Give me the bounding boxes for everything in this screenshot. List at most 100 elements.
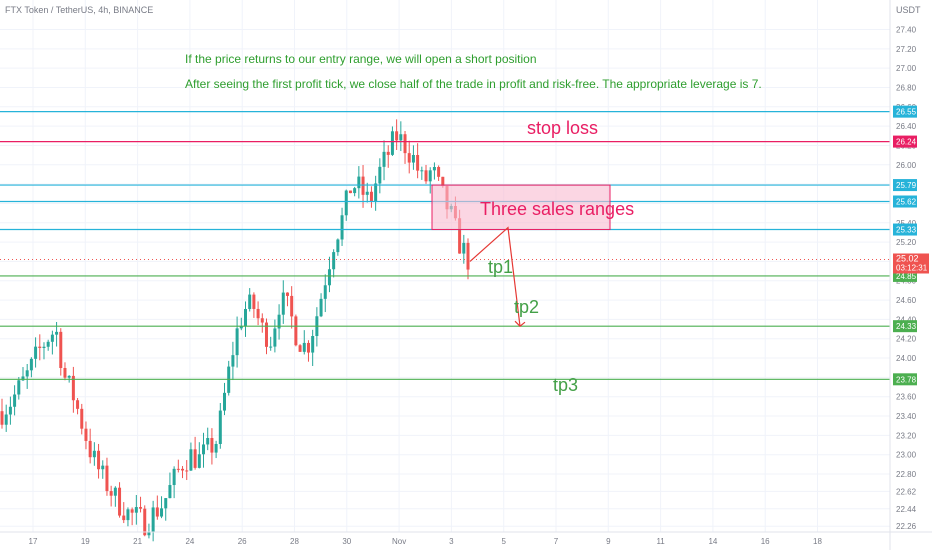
candle-body (197, 454, 201, 468)
candle-body (348, 190, 352, 194)
candle-body (109, 491, 113, 496)
candle-body (420, 170, 424, 172)
candle-body (118, 487, 122, 516)
candle-body (63, 367, 67, 378)
candle-body (231, 355, 235, 367)
candle-body (147, 531, 151, 536)
price-tick-label: 22.80 (896, 470, 917, 479)
candle-body (369, 191, 373, 202)
price-tick-label: 27.40 (896, 25, 917, 34)
level-tag-label: 25.33 (896, 226, 917, 235)
candle-body (193, 449, 197, 468)
candle-body (97, 450, 101, 470)
candle-body (353, 188, 357, 194)
time-tick-label: 3 (449, 537, 454, 546)
sales-range-label: Three sales ranges (480, 199, 634, 219)
level-tag-label: 23.78 (896, 375, 917, 384)
candle-body (88, 440, 92, 458)
candle-body (302, 342, 306, 352)
candle-body (210, 438, 214, 453)
price-tick-label: 27.20 (896, 45, 917, 54)
candle-body (176, 468, 180, 470)
candle-body (151, 507, 155, 532)
candle-body (290, 295, 294, 317)
price-tick-label: 23.20 (896, 431, 917, 440)
candle-body (390, 131, 394, 155)
candle-body (143, 508, 147, 536)
sales-range-box[interactable] (431, 184, 611, 231)
candle-body (17, 380, 21, 395)
candle-body (256, 308, 260, 319)
currency-label: USDT (896, 5, 921, 15)
candle-body (21, 376, 25, 381)
candle-body (101, 465, 105, 470)
candle-body (80, 408, 84, 429)
candle-body (126, 509, 130, 521)
time-tick-label: 24 (185, 537, 194, 546)
candle-body (189, 449, 193, 471)
price-tick-label: 24.20 (896, 335, 917, 344)
time-tick-label: 17 (29, 537, 38, 546)
price-tick-label: 22.26 (896, 522, 917, 531)
candle-body (311, 336, 315, 353)
tp2-label: tp2 (514, 297, 539, 317)
candle-body (403, 134, 407, 154)
price-tick-label: 24.40 (896, 315, 917, 324)
candle-body (395, 131, 399, 141)
time-tick-label: 11 (656, 537, 665, 546)
candle-body (164, 498, 168, 509)
candle-body (306, 342, 310, 353)
candle-body (38, 346, 42, 348)
candle-body (76, 400, 80, 409)
candle-body (134, 507, 138, 513)
candle-body (327, 269, 331, 286)
candle-body (202, 444, 206, 455)
time-axis[interactable]: 17 19 21 24 26 28 30 Nov 3 5 7 9 11 14 16 18 (0, 531, 932, 546)
trade-path-arrow (469, 226, 521, 327)
candle-body (130, 509, 134, 513)
candle-body (260, 318, 264, 323)
candle-body (332, 252, 336, 270)
candle-body (55, 331, 59, 335)
price-tick-label: 23.60 (896, 393, 917, 402)
time-tick-label: 21 (133, 537, 142, 546)
candle-body (382, 151, 386, 167)
candle-body (42, 346, 46, 348)
candle-body (264, 322, 268, 347)
candle-body (155, 507, 159, 517)
level-tag-label: 25.62 (896, 198, 917, 207)
candle-body (273, 328, 277, 347)
candle-body (269, 346, 273, 348)
time-tick-label: 14 (708, 537, 717, 546)
candle-body (361, 176, 365, 195)
candle-body (386, 151, 390, 155)
candle-body (239, 326, 243, 329)
price-tick-label: 25.40 (896, 219, 917, 228)
grid-layer (0, 0, 890, 532)
candle-body (298, 345, 302, 352)
candle-body (407, 153, 411, 163)
candle-body (252, 294, 256, 309)
price-tick-label: 26.40 (896, 122, 917, 131)
level-tag-bg (893, 105, 917, 118)
tp1-label: tp1 (488, 257, 513, 277)
time-tick-label: 16 (761, 537, 770, 546)
candle-body (113, 487, 117, 496)
candle-body (67, 375, 71, 378)
level-tag-bg (893, 223, 917, 236)
tp3-label: tp3 (553, 375, 578, 395)
candle-body (235, 328, 239, 356)
candle-body (139, 507, 143, 509)
candle-body (411, 154, 415, 163)
candle-body (285, 292, 289, 296)
level-tag-bg (893, 373, 917, 386)
candle-body (441, 176, 445, 187)
level-tag-bg (893, 320, 917, 333)
candle-body (46, 341, 50, 347)
candle-body (416, 154, 420, 171)
current-price-tag: 25.02 03:12:31 (893, 253, 929, 274)
candle-body (105, 465, 109, 492)
candle-body (374, 183, 378, 202)
note-line-1: If the price returns to our entry range,… (185, 52, 537, 66)
